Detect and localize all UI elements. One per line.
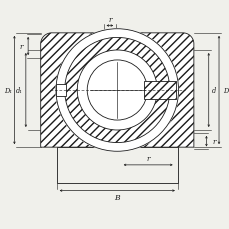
Text: r: r (146, 155, 149, 163)
Text: d₁: d₁ (16, 87, 23, 95)
Polygon shape (143, 82, 175, 100)
Circle shape (77, 51, 157, 131)
Text: D: D (222, 87, 228, 95)
Text: r: r (19, 43, 22, 51)
Circle shape (56, 30, 178, 152)
Text: D₁: D₁ (4, 87, 12, 95)
Polygon shape (41, 34, 193, 147)
Text: r: r (211, 138, 215, 145)
Text: B: B (114, 193, 120, 201)
Text: r: r (108, 16, 111, 24)
Circle shape (87, 61, 147, 120)
Text: d: d (211, 87, 215, 95)
Polygon shape (57, 147, 177, 183)
Polygon shape (56, 84, 65, 97)
Circle shape (64, 38, 169, 143)
